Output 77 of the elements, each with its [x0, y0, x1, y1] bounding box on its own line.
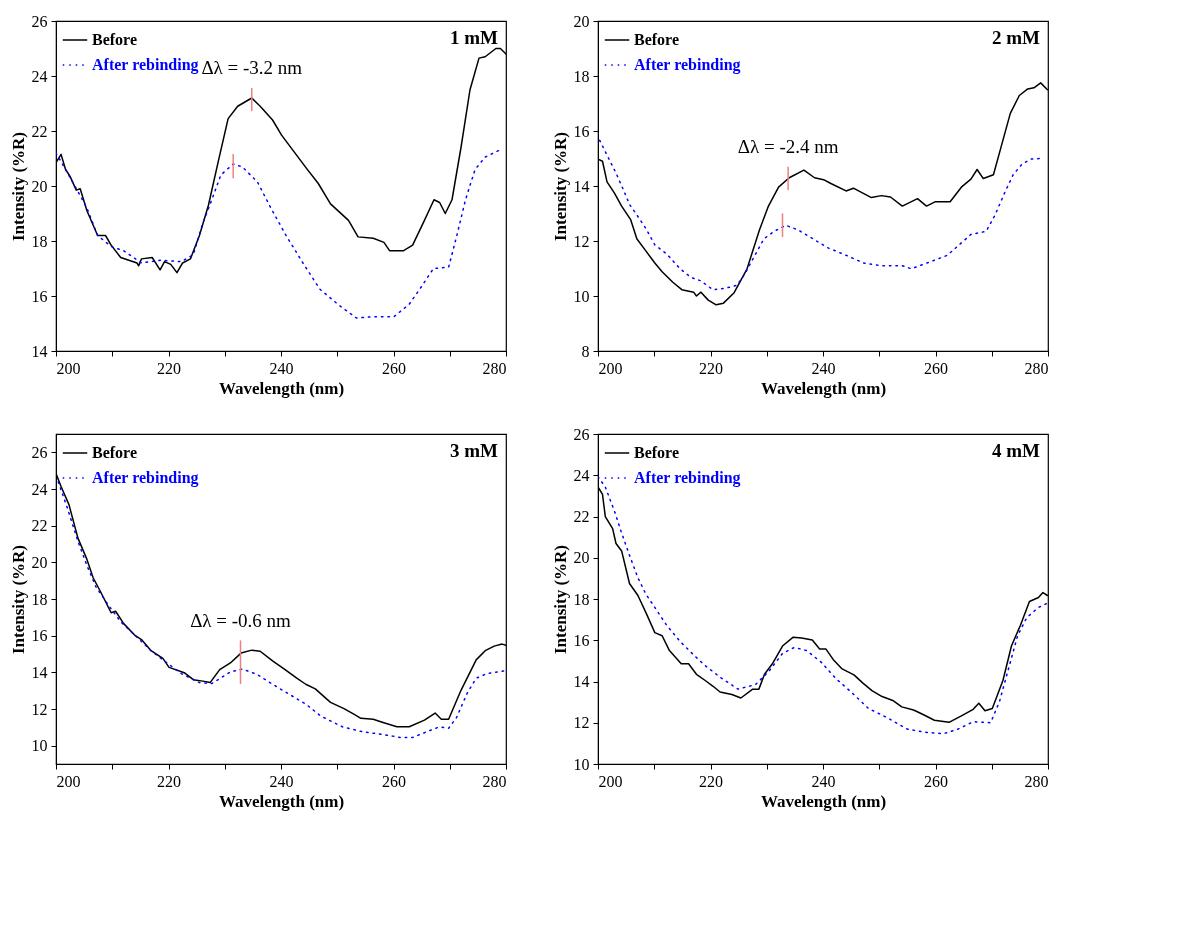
y-tick-label: 16 — [31, 287, 48, 305]
legend-label: Before — [92, 444, 138, 461]
x-axis-title: Wavelength (nm) — [218, 791, 345, 811]
y-axis-title: Intensity (%R) — [8, 544, 28, 655]
chart-title: 1 mM — [449, 27, 499, 48]
x-tick-label: 280 — [482, 772, 507, 790]
legend-label: After rebinding — [634, 469, 741, 487]
y-tick-label: 12 — [573, 232, 590, 250]
y-tick-label: 20 — [31, 553, 48, 571]
x-tick-label: 220 — [157, 359, 181, 377]
x-axis-title: Wavelength (nm) — [760, 791, 887, 811]
y-tick-label: 18 — [31, 590, 48, 608]
y-tick-label: 24 — [31, 67, 48, 85]
x-tick-label: 280 — [1024, 772, 1049, 790]
y-tick-label: 8 — [581, 342, 590, 360]
legend-label: After rebinding — [634, 56, 741, 74]
x-axis-title: Wavelength (nm) — [218, 378, 345, 398]
y-tick-label: 22 — [31, 517, 48, 535]
y-tick-label: 26 — [573, 425, 590, 443]
x-tick-label: 200 — [598, 772, 623, 790]
chart-title: 3 mM — [449, 440, 499, 461]
y-axis-title: Intensity (%R) — [550, 131, 570, 242]
x-tick-label: 220 — [699, 772, 723, 790]
y-tick-label: 14 — [573, 673, 590, 690]
line-series — [598, 139, 1041, 291]
x-tick-label: 260 — [924, 772, 948, 790]
y-tick-label: 16 — [573, 631, 590, 649]
y-tick-label: 16 — [31, 627, 48, 645]
x-tick-label: 260 — [924, 359, 948, 377]
x-tick-label: 220 — [157, 772, 181, 790]
y-tick-label: 22 — [573, 508, 590, 525]
y-tick-label: 26 — [31, 443, 48, 461]
x-tick-label: 220 — [699, 359, 723, 377]
y-tick-label: 24 — [31, 480, 48, 498]
x-axis-title: Wavelength (nm) — [760, 378, 887, 398]
x-tick-label: 240 — [269, 772, 294, 790]
annotation: Δλ = -2.4 nm — [737, 136, 839, 158]
y-tick-label: 14 — [31, 663, 48, 681]
legend-label: After rebinding — [92, 469, 199, 487]
x-tick-label: 260 — [382, 772, 406, 790]
x-tick-label: 260 — [382, 359, 406, 377]
y-tick-label: 20 — [31, 177, 48, 195]
y-tick-label: 18 — [31, 232, 48, 250]
y-tick-label: 20 — [573, 549, 590, 567]
y-tick-label: 20 — [573, 12, 590, 30]
y-tick-label: 18 — [573, 590, 590, 608]
chart-title: 2 mM — [991, 27, 1041, 48]
x-tick-label: 200 — [598, 359, 623, 377]
x-tick-label: 240 — [811, 359, 836, 377]
legend-label: Before — [634, 31, 680, 48]
x-tick-label: 280 — [482, 359, 507, 377]
annotation: Δλ = -0.6 nm — [190, 609, 292, 631]
line-series — [56, 149, 500, 319]
y-tick-label: 16 — [573, 122, 590, 140]
x-tick-label: 240 — [269, 359, 294, 377]
x-tick-label: 280 — [1024, 359, 1049, 377]
legend-label: Before — [634, 444, 680, 461]
y-tick-label: 18 — [573, 67, 590, 85]
y-axis-title: Intensity (%R) — [550, 544, 570, 655]
y-tick-label: 14 — [573, 177, 590, 195]
x-tick-label: 200 — [56, 772, 81, 790]
y-tick-label: 10 — [573, 755, 590, 773]
x-tick-label: 240 — [811, 772, 836, 790]
chart-title: 4 mM — [991, 440, 1041, 461]
x-tick-label: 200 — [56, 359, 81, 377]
annotation: Δλ = -3.2 nm — [201, 57, 303, 79]
y-tick-label: 12 — [31, 700, 48, 718]
y-tick-label: 12 — [573, 714, 590, 732]
y-tick-label: 22 — [31, 122, 48, 140]
y-tick-label: 24 — [573, 466, 590, 484]
y-tick-label: 26 — [31, 12, 48, 30]
y-tick-label: 10 — [573, 287, 590, 305]
legend-label: Before — [92, 31, 138, 48]
y-axis-title: Intensity (%R) — [8, 131, 28, 242]
y-tick-label: 10 — [31, 737, 48, 755]
legend-label: After rebinding — [92, 56, 199, 74]
y-tick-label: 14 — [31, 342, 48, 360]
